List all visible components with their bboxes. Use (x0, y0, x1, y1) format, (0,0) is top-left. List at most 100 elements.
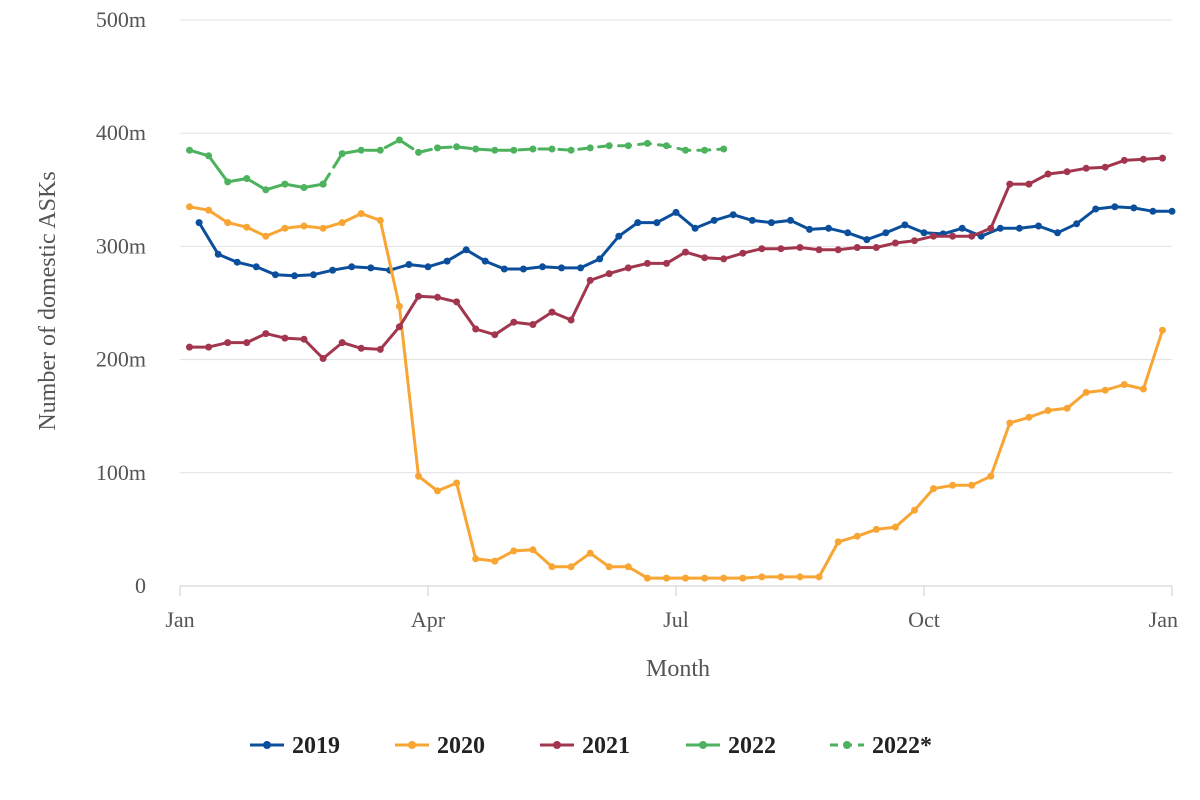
legend-item[interactable]: 2022* (830, 733, 932, 759)
data-point (395, 323, 403, 331)
data-point (1139, 385, 1147, 393)
data-point (777, 573, 785, 581)
data-point (739, 574, 747, 582)
data-point (720, 145, 728, 153)
data-point (214, 250, 222, 258)
y-tick-label: 0 (135, 573, 146, 598)
data-point (300, 335, 308, 343)
legend-marker (408, 741, 416, 749)
data-point (319, 355, 327, 362)
data-point (1054, 229, 1061, 237)
data-point (367, 264, 375, 272)
data-point (195, 219, 203, 227)
data-point (548, 145, 556, 153)
legend-label: 2022 (728, 733, 776, 759)
data-point (243, 223, 251, 231)
data-point (968, 481, 976, 489)
data-point (1063, 168, 1071, 176)
x-axis-title: Month (646, 656, 710, 682)
legend-label: 2021 (582, 733, 630, 759)
data-point (300, 184, 308, 191)
data-point (720, 255, 728, 263)
data-point (205, 152, 213, 160)
data-point (758, 245, 766, 253)
data-point (624, 264, 632, 272)
y-axis-title: Number of domestic ASKs (35, 171, 61, 430)
data-point (319, 180, 327, 188)
data-point (338, 150, 346, 158)
data-point (1082, 164, 1090, 172)
data-point (224, 339, 232, 347)
data-point (434, 487, 441, 495)
data-point (338, 339, 346, 347)
data-point (949, 232, 957, 240)
data-point (586, 549, 594, 557)
data-point (615, 232, 623, 240)
data-point (987, 224, 995, 232)
data-point (796, 573, 804, 581)
data-point (405, 261, 413, 268)
data-point (453, 298, 461, 306)
data-point (1139, 155, 1147, 163)
data-point (1025, 180, 1033, 188)
data-point (777, 245, 785, 253)
x-tick-label: Jan (165, 607, 194, 632)
data-point (357, 344, 365, 352)
data-point (958, 224, 966, 232)
data-point (844, 229, 852, 237)
data-point (186, 203, 193, 211)
data-point (596, 255, 604, 263)
legend-item[interactable]: 2021 (540, 733, 630, 759)
x-tick-label: Apr (411, 607, 446, 632)
data-point (729, 211, 737, 219)
data-point (701, 146, 709, 154)
data-point (1111, 203, 1119, 211)
data-point (510, 146, 518, 154)
data-point (586, 144, 594, 152)
legend-item[interactable]: 2019 (250, 733, 340, 759)
series-lines (186, 136, 1176, 582)
data-point (1006, 180, 1014, 188)
grid-lines (180, 19, 1172, 474)
series-2020 (186, 203, 1166, 582)
series-2021 (186, 154, 1166, 362)
data-point (529, 546, 537, 554)
data-point (1149, 207, 1157, 215)
y-tick-label: 300m (96, 233, 146, 258)
data-point (500, 265, 508, 273)
data-point (643, 259, 651, 267)
legend-item[interactable]: 2020 (395, 733, 485, 759)
data-point (577, 264, 585, 272)
data-point (949, 481, 957, 489)
data-point (491, 146, 499, 154)
data-point (853, 532, 861, 540)
data-point (1044, 170, 1052, 178)
data-point (901, 221, 909, 229)
data-point (462, 246, 470, 254)
data-point (691, 224, 699, 232)
data-point (262, 232, 270, 240)
data-point (291, 272, 298, 280)
data-point (968, 232, 976, 240)
legend-item[interactable]: 2022 (686, 733, 776, 759)
axes (179, 585, 1173, 596)
series-line (197, 205, 1174, 278)
data-point (224, 219, 232, 227)
data-point (271, 271, 279, 279)
data-point (1101, 386, 1109, 394)
series-line (188, 205, 1164, 580)
data-point (605, 142, 613, 150)
legend-marker (843, 741, 851, 749)
data-point (663, 259, 670, 267)
data-point (853, 244, 861, 251)
data-point (348, 263, 356, 271)
data-point (243, 175, 251, 182)
data-point (529, 321, 537, 328)
data-point (281, 334, 289, 342)
data-point (586, 276, 594, 284)
data-point (872, 244, 880, 251)
data-point (443, 257, 451, 265)
data-point (643, 574, 651, 582)
data-point (262, 186, 270, 194)
legend-label: 2022* (872, 733, 932, 759)
